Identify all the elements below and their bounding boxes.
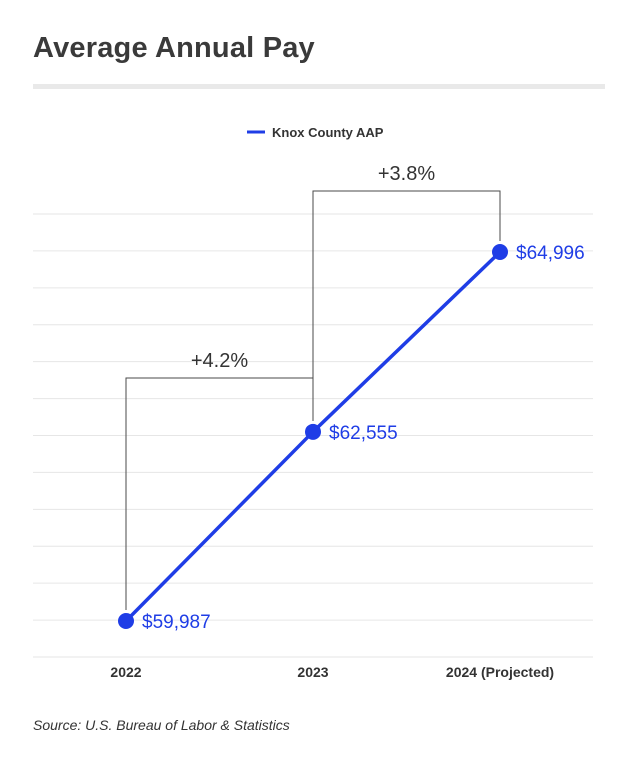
legend-label: Knox County AAP bbox=[272, 125, 384, 140]
data-label: $59,987 bbox=[142, 612, 211, 633]
annotation-bracket bbox=[312, 190, 501, 421]
annotation-bracket bbox=[125, 377, 314, 610]
x-tick-label: 2022 bbox=[110, 664, 141, 680]
data-point bbox=[118, 613, 134, 629]
data-point bbox=[305, 423, 321, 440]
source-note: Source: U.S. Bureau of Labor & Statistic… bbox=[33, 717, 290, 733]
annotation-brackets: +4.2% +3.8% bbox=[125, 163, 501, 610]
x-tick-label: 2024 (Projected) bbox=[446, 664, 554, 680]
data-label: $64,996 bbox=[516, 243, 585, 264]
chart-title: Average Annual Pay bbox=[33, 32, 315, 64]
x-tick-label: 2023 bbox=[297, 664, 328, 680]
data-point bbox=[492, 244, 508, 260]
data-label: $62,555 bbox=[329, 423, 398, 444]
annotation-label: +4.2% bbox=[191, 350, 248, 372]
series-layer: $59,987 $62,555 $64,996 bbox=[118, 243, 585, 633]
title-divider bbox=[33, 84, 605, 89]
line-chart: Knox County AAP +4.2% +3.8% $59,987 $62,55… bbox=[33, 125, 593, 680]
x-axis: 2022 2023 2024 (Projected) bbox=[110, 664, 554, 680]
annotation-label: +3.8% bbox=[378, 163, 435, 185]
legend: Knox County AAP bbox=[247, 125, 384, 140]
